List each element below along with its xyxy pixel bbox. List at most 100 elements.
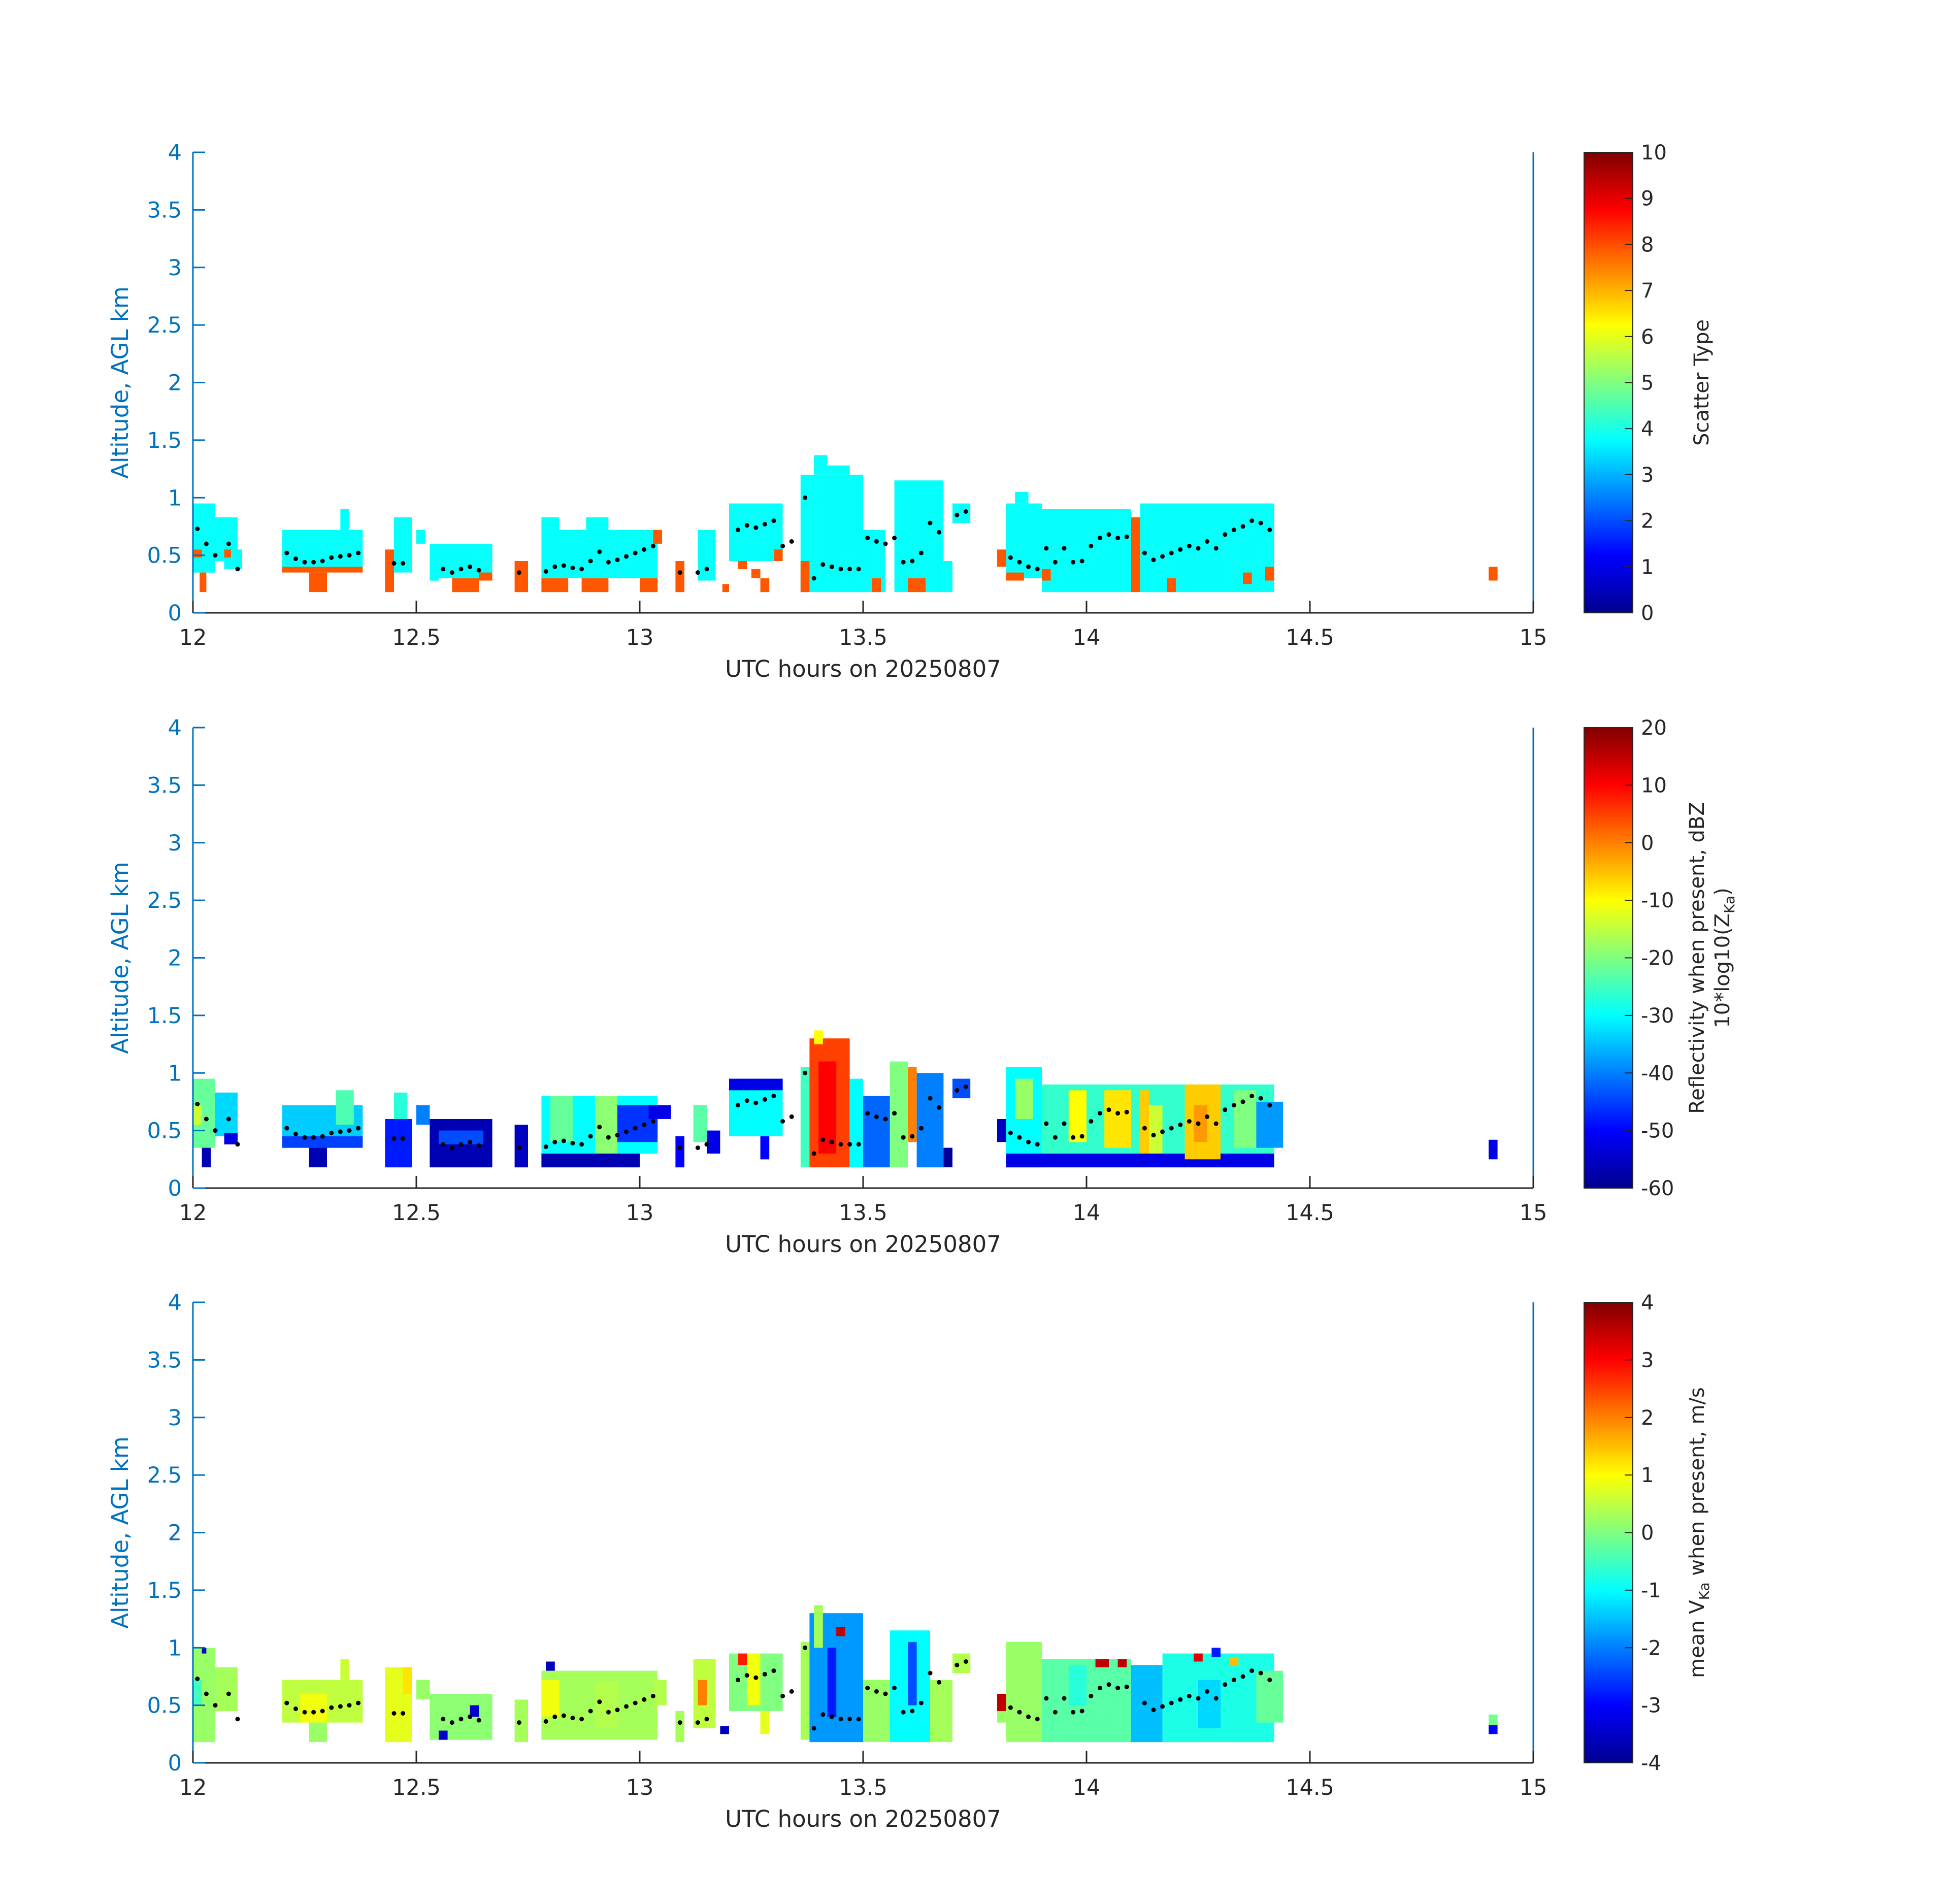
overlay-points bbox=[195, 495, 1272, 581]
overlay-point bbox=[1044, 546, 1049, 551]
colorbar-tick-label: 2 bbox=[1641, 1406, 1654, 1430]
colorbar-title-part: mean V bbox=[1686, 1600, 1709, 1678]
overlay-point bbox=[1240, 1099, 1245, 1104]
overlay-point bbox=[865, 536, 870, 541]
heatmap-cell bbox=[698, 530, 716, 581]
y-axis-title: Altitude, AGL km bbox=[107, 1436, 134, 1629]
overlay-point bbox=[213, 1128, 218, 1133]
heatmap-cell bbox=[541, 1154, 640, 1168]
overlay-point bbox=[1106, 532, 1111, 537]
y-ticks: 0 0.5 1 1.5 2 2.5 3 3.5 4 bbox=[147, 140, 205, 626]
x-tick-label: 14 bbox=[1073, 1775, 1101, 1800]
colorbar-tick-label: 3 bbox=[1641, 1349, 1654, 1372]
overlay-point bbox=[1008, 1705, 1013, 1710]
overlay-point bbox=[329, 555, 334, 560]
overlay-point bbox=[1079, 1134, 1084, 1139]
heatmap-cell bbox=[722, 584, 729, 593]
heatmap-cell bbox=[430, 544, 439, 581]
heatmap-cell bbox=[997, 549, 1006, 567]
overlay-point bbox=[391, 1711, 397, 1716]
x-tick-label: 14.5 bbox=[1286, 1200, 1334, 1226]
heatmap-cell bbox=[729, 1078, 783, 1091]
overlay-point bbox=[1223, 1682, 1228, 1687]
heatmap-cell bbox=[1104, 1090, 1131, 1148]
heatmap-cell bbox=[698, 1680, 707, 1705]
heatmap-cell bbox=[1243, 572, 1252, 584]
x-tick-label: 15 bbox=[1520, 1200, 1548, 1226]
x-ticks: 12 12.5 13 13.5 14 14.5 15 bbox=[179, 1176, 1548, 1226]
heatmap-cell bbox=[943, 561, 952, 593]
heatmap-cells bbox=[193, 1030, 1498, 1168]
overlay-point bbox=[311, 1135, 316, 1140]
overlay-point bbox=[1213, 1696, 1219, 1701]
overlay-point bbox=[847, 1142, 852, 1147]
overlay-point bbox=[892, 1111, 897, 1116]
heatmap-cell bbox=[1095, 1659, 1109, 1667]
overlay-point bbox=[910, 1134, 915, 1139]
overlay-point bbox=[1223, 1107, 1228, 1112]
overlay-point bbox=[1026, 564, 1031, 569]
overlay-point bbox=[347, 1128, 352, 1133]
overlay-point bbox=[226, 541, 231, 546]
x-tick-label: 12 bbox=[179, 1200, 207, 1226]
overlay-point bbox=[458, 567, 464, 572]
colorbar-ticks: -60 -50 -40 -30 -20 -10 0 10 20 bbox=[1625, 716, 1674, 1200]
heatmap-cell bbox=[1042, 509, 1131, 593]
x-tick-label: 12.5 bbox=[392, 625, 441, 650]
overlay-point bbox=[695, 1720, 700, 1725]
heatmap-cell bbox=[1256, 1101, 1283, 1148]
x-tick-label: 15 bbox=[1520, 625, 1548, 650]
colorbar-title: Scatter Type bbox=[1690, 319, 1714, 446]
overlay-point bbox=[570, 1141, 575, 1146]
overlay-point bbox=[963, 1085, 968, 1089]
overlay-point bbox=[579, 1142, 584, 1147]
colorbar-tick-label: 0 bbox=[1641, 1522, 1654, 1545]
overlay-point bbox=[204, 1691, 209, 1696]
heatmap-cell bbox=[1167, 578, 1176, 593]
heatmap-cell bbox=[916, 1073, 944, 1168]
overlay-point bbox=[552, 564, 557, 569]
overlay-point bbox=[1258, 1096, 1263, 1101]
overlay-point bbox=[736, 1103, 741, 1108]
heatmap-cell bbox=[760, 578, 770, 593]
overlay-point bbox=[1142, 1700, 1147, 1705]
heatmap-cell bbox=[416, 1680, 430, 1700]
overlay-point bbox=[1124, 1684, 1129, 1689]
overlay-point bbox=[615, 1708, 620, 1713]
overlay-point bbox=[597, 549, 602, 554]
overlay-point bbox=[1097, 1686, 1102, 1691]
overlay-point bbox=[1035, 1717, 1040, 1722]
overlay-point bbox=[820, 1712, 826, 1717]
heatmap-cell bbox=[282, 1136, 363, 1148]
overlay-point bbox=[1089, 1119, 1094, 1124]
overlay-point bbox=[928, 520, 933, 526]
overlay-point bbox=[829, 564, 834, 569]
overlay-point bbox=[597, 1125, 602, 1130]
overlay-point bbox=[803, 495, 808, 500]
overlay-point bbox=[516, 1145, 521, 1151]
heatmap-cell bbox=[385, 549, 394, 593]
overlay-point bbox=[838, 1142, 843, 1147]
overlay-point bbox=[588, 559, 593, 564]
overlay-point bbox=[476, 568, 481, 573]
heatmap-cell bbox=[952, 1078, 971, 1099]
overlay-point bbox=[579, 567, 584, 572]
overlay-point bbox=[284, 1126, 289, 1131]
overlay-point bbox=[516, 570, 521, 575]
heatmap-cell bbox=[1489, 1139, 1498, 1160]
overlay-point bbox=[753, 1675, 759, 1680]
heatmap-cell bbox=[202, 1648, 207, 1654]
overlay-point bbox=[910, 1709, 915, 1714]
overlay-point bbox=[320, 1709, 325, 1714]
overlay-point bbox=[347, 553, 352, 558]
overlay-point bbox=[762, 1671, 767, 1677]
overlay-point bbox=[856, 567, 861, 572]
heatmap-cell bbox=[952, 1653, 971, 1673]
overlay-point bbox=[1062, 1121, 1067, 1126]
overlay-point bbox=[1089, 544, 1094, 548]
overlay-point bbox=[918, 1700, 924, 1705]
colorbar-tick-label: 2 bbox=[1641, 510, 1654, 533]
overlay-point bbox=[677, 1145, 682, 1151]
heatmap-cell bbox=[514, 1125, 528, 1168]
overlay-point bbox=[1187, 1694, 1192, 1698]
